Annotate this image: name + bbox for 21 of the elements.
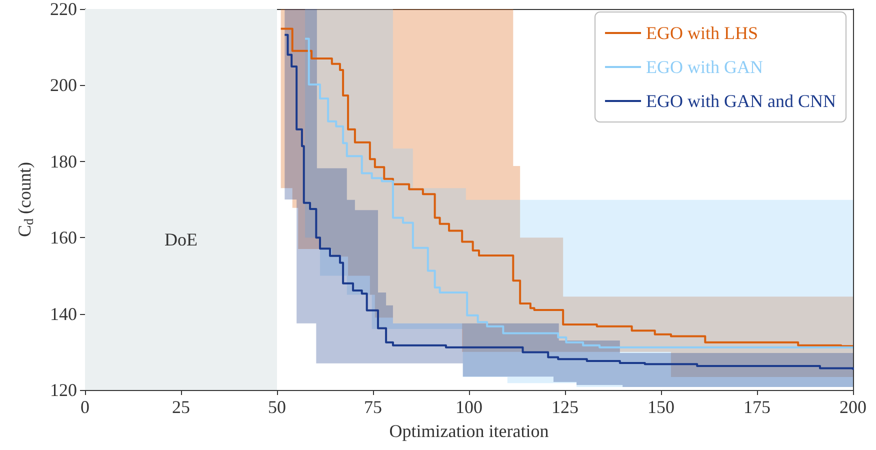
legend-label: EGO with LHS xyxy=(646,23,758,43)
y-tick-label: 180 xyxy=(50,151,77,172)
x-tick-label: 0 xyxy=(80,397,90,417)
legend-label: EGO with GAN and CNN xyxy=(646,91,836,111)
y-tick-label: 120 xyxy=(50,380,77,400)
band-label: DoE xyxy=(164,230,198,250)
x-tick-label: 100 xyxy=(456,397,482,417)
x-tick-label: 125 xyxy=(552,397,578,417)
y-axis-title: Cd (count) xyxy=(14,162,36,237)
y-tick-label: 160 xyxy=(50,228,77,248)
legend-label: EGO with GAN xyxy=(646,57,764,77)
y-tick-label: 140 xyxy=(50,304,77,324)
x-tick-label: 175 xyxy=(744,397,770,417)
x-tick-label: 200 xyxy=(840,397,866,417)
x-tick-label: 150 xyxy=(648,397,674,417)
y-tick-label: 220 xyxy=(50,0,77,19)
y-tick-label: 200 xyxy=(50,75,77,96)
x-axis-title: Optimization iteration xyxy=(389,421,549,441)
x-tick-label: 50 xyxy=(268,397,286,417)
x-tick-label: 75 xyxy=(364,397,382,417)
x-tick-label: 25 xyxy=(172,397,190,417)
